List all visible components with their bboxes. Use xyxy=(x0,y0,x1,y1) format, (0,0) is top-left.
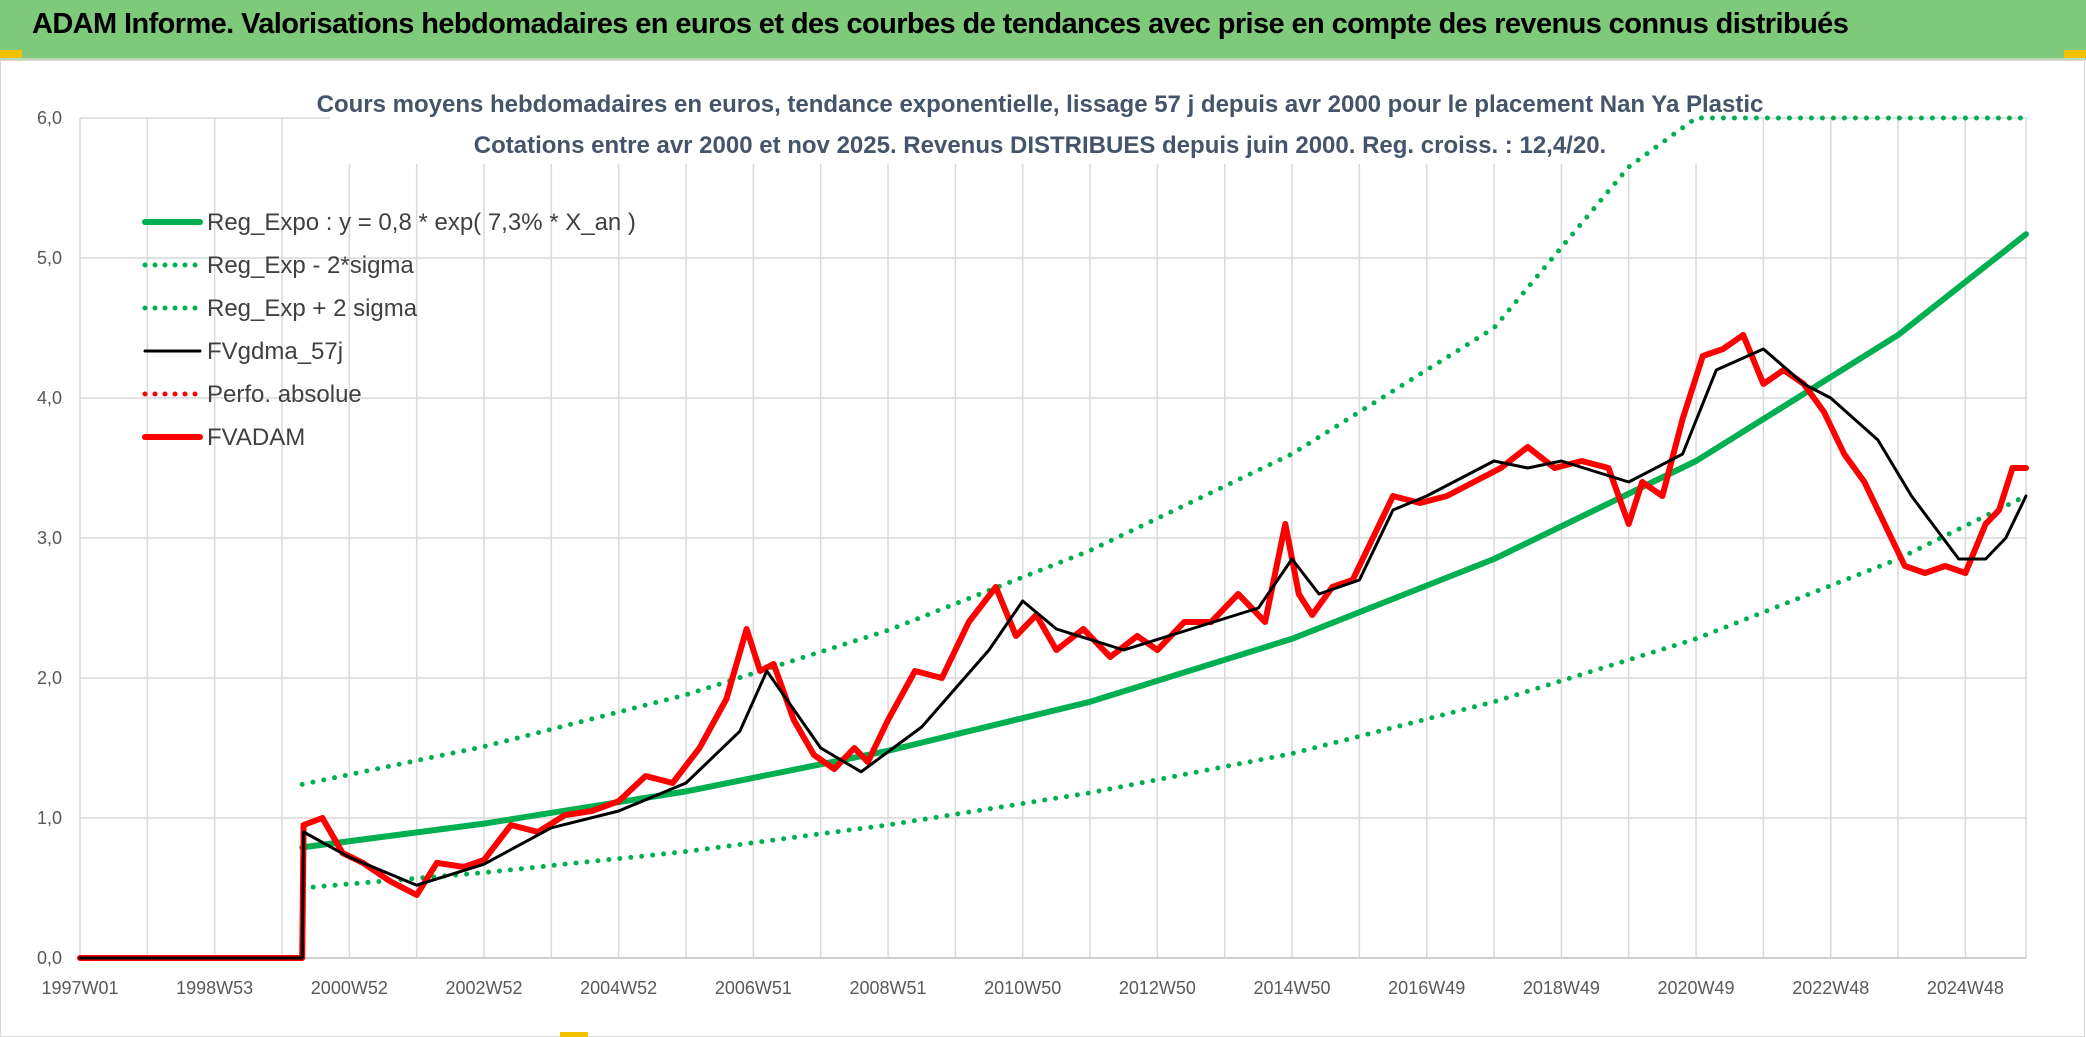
series-line xyxy=(299,115,2029,787)
x-tick-label: 2008W51 xyxy=(849,978,926,998)
y-tick-label: 1,0 xyxy=(37,808,62,828)
x-tick-label: 1998W53 xyxy=(176,978,253,998)
legend-label: Perfo. absolue xyxy=(207,381,362,408)
chart-title: Cours moyens hebdomadaires en euros, ten… xyxy=(317,91,1764,118)
series-line xyxy=(77,332,2029,961)
chart-grid xyxy=(79,117,2027,959)
x-tick-label: 2002W52 xyxy=(445,978,522,998)
y-tick-label: 2,0 xyxy=(37,668,62,688)
header-corner-left xyxy=(0,50,22,58)
y-tick-label: 4,0 xyxy=(37,388,62,408)
x-tick-label: 2004W52 xyxy=(580,978,657,998)
bottom-marker xyxy=(560,1032,588,1037)
x-tick-label: 2018W49 xyxy=(1523,978,1600,998)
x-tick-label: 1997W01 xyxy=(41,978,118,998)
chart-legend: Reg_Expo : y = 0,8 * exp( 7,3% * X_an ) R… xyxy=(142,209,636,451)
series-line xyxy=(299,231,2029,851)
legend-label: Reg_Expo : y = 0,8 * exp( 7,3% * X_an ) xyxy=(207,209,636,236)
header-corner-right xyxy=(2064,50,2086,58)
legend-label: FVADAM xyxy=(207,424,305,451)
header-bar: ADAM Informe. Valorisations hebdomadaire… xyxy=(0,0,2086,60)
x-tick-label: 2022W48 xyxy=(1792,978,1869,998)
y-tick-label: 3,0 xyxy=(37,528,62,548)
x-tick-label: 2024W48 xyxy=(1927,978,2004,998)
x-tick-label: 2006W51 xyxy=(715,978,792,998)
x-tick-label: 2014W50 xyxy=(1254,978,1331,998)
chart-subtitle: Cotations entre avr 2000 et nov 2025. Re… xyxy=(474,132,1606,159)
legend-label: Reg_Exp + 2 sigma xyxy=(207,295,418,322)
chart-series xyxy=(77,115,2029,961)
legend-label: FVgdma_57j xyxy=(207,338,343,365)
x-tick-label: 2010W50 xyxy=(984,978,1061,998)
y-tick-label: 0,0 xyxy=(37,948,62,968)
chart-title-background xyxy=(330,80,1750,164)
page-title: ADAM Informe. Valorisations hebdomadaire… xyxy=(32,8,1849,40)
series-line xyxy=(299,493,2029,891)
x-tick-label: 2012W50 xyxy=(1119,978,1196,998)
x-tick-label: 2020W49 xyxy=(1658,978,1735,998)
y-tick-label: 6,0 xyxy=(37,108,62,128)
series-line xyxy=(78,347,2028,960)
x-tick-label: 2016W49 xyxy=(1388,978,1465,998)
y-tick-label: 5,0 xyxy=(37,248,62,268)
y-axis-ticks: 0,0 1,0 2,0 3,0 4,0 5,0 6,0 xyxy=(37,108,62,968)
x-axis-ticks: 1997W01 1998W53 2000W52 2002W52 2004W52 2006W… xyxy=(41,978,2003,998)
legend-label: Reg_Exp - 2*sigma xyxy=(207,252,414,279)
x-tick-label: 2000W52 xyxy=(311,978,388,998)
